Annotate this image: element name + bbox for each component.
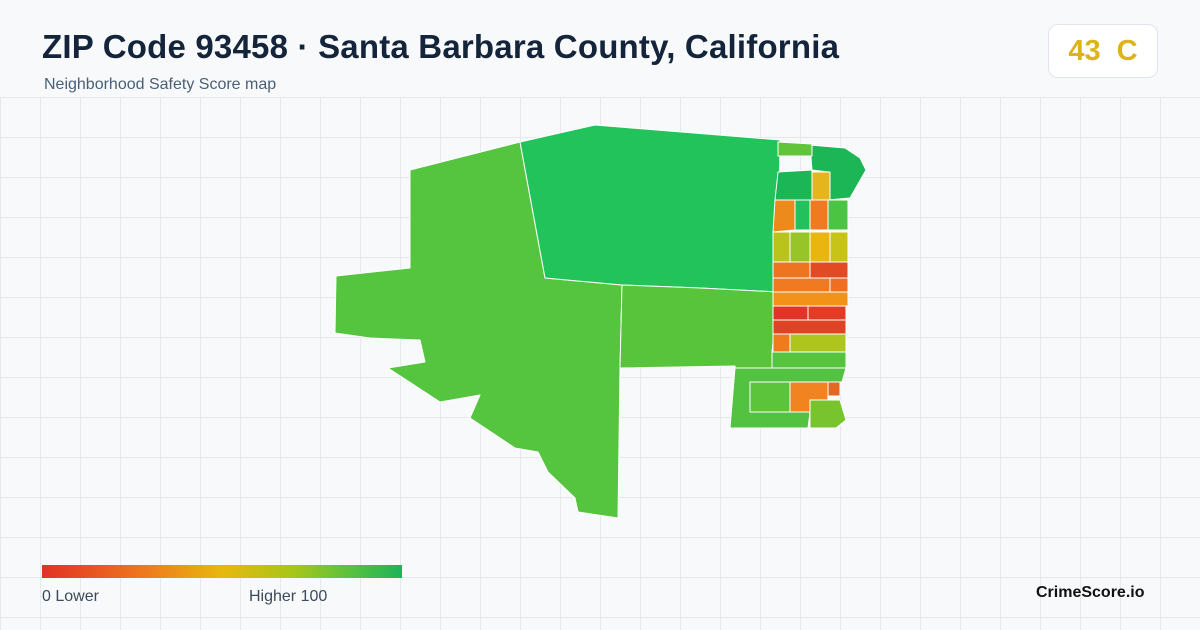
map-region[interactable] bbox=[619, 284, 779, 369]
header: ZIP Code 93458 · Santa Barbara County, C… bbox=[0, 0, 1200, 98]
score-badge: 43 C bbox=[1048, 24, 1158, 78]
map-region[interactable] bbox=[794, 199, 811, 231]
score-value: 43 bbox=[1068, 34, 1101, 67]
map-region[interactable] bbox=[771, 351, 847, 369]
map-region[interactable] bbox=[809, 231, 831, 263]
map-region[interactable] bbox=[772, 277, 831, 293]
map-region[interactable] bbox=[772, 231, 791, 263]
score-grade: C bbox=[1116, 34, 1138, 67]
map-region[interactable] bbox=[772, 291, 849, 307]
map-region[interactable] bbox=[811, 171, 831, 201]
page-subtitle: Neighborhood Safety Score map bbox=[44, 76, 277, 93]
map-region[interactable] bbox=[772, 199, 796, 233]
brand-logo-text: CrimeScore.io bbox=[1036, 584, 1145, 601]
map-region[interactable] bbox=[774, 169, 813, 201]
map-region[interactable] bbox=[809, 261, 849, 279]
map-region[interactable] bbox=[772, 333, 791, 353]
map-region[interactable] bbox=[772, 261, 811, 279]
map-region[interactable] bbox=[789, 231, 811, 263]
legend-min-label: 0 Lower bbox=[42, 588, 99, 605]
map-region[interactable] bbox=[809, 144, 867, 201]
map-region[interactable] bbox=[789, 333, 847, 353]
map-region[interactable] bbox=[519, 124, 781, 293]
map-region[interactable] bbox=[772, 305, 809, 321]
map-region[interactable] bbox=[829, 231, 849, 263]
map-region[interactable] bbox=[749, 381, 791, 413]
map-region[interactable] bbox=[827, 199, 849, 231]
page-title: ZIP Code 93458 · Santa Barbara County, C… bbox=[42, 28, 840, 65]
map-region[interactable] bbox=[807, 305, 847, 321]
map-region[interactable] bbox=[809, 399, 847, 429]
map-region[interactable] bbox=[772, 319, 847, 335]
map-region[interactable] bbox=[809, 199, 829, 231]
map-region[interactable] bbox=[827, 381, 841, 397]
legend-max-label: Higher 100 bbox=[249, 588, 328, 605]
map-region[interactable] bbox=[777, 141, 813, 157]
legend-color-scale bbox=[42, 565, 402, 578]
map-region[interactable] bbox=[829, 277, 849, 293]
